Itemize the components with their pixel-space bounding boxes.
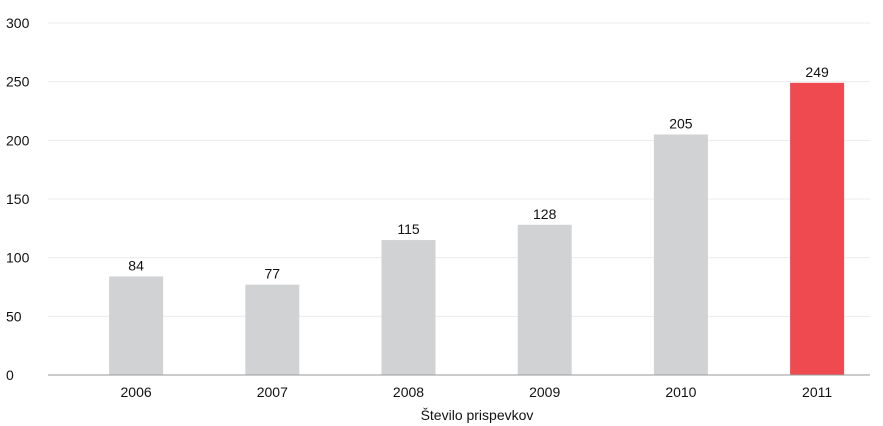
- data-label-2011: 249: [805, 64, 829, 80]
- bar-2011: [790, 82, 845, 375]
- data-labels: 84 77 115 128 205 249: [128, 64, 829, 282]
- data-label-2006: 84: [128, 257, 144, 273]
- bar-2009: [517, 224, 572, 375]
- y-tick-label: 250: [6, 74, 30, 90]
- gridlines: [48, 22, 870, 317]
- y-tick-label: 0: [6, 367, 14, 383]
- bars: [109, 82, 845, 375]
- y-tick-label: 200: [6, 132, 30, 148]
- data-label-2008: 115: [397, 221, 420, 237]
- y-axis-ticks: 0 50 100 150 200 250 300: [6, 15, 30, 383]
- y-tick-label: 50: [6, 308, 22, 324]
- x-tick-label-2009: 2009: [529, 384, 560, 400]
- bar-2010: [653, 134, 708, 375]
- y-tick-label: 300: [6, 15, 30, 31]
- x-axis-title: Število prispevkov: [421, 407, 534, 423]
- x-tick-label-2008: 2008: [393, 384, 424, 400]
- bar-2006: [109, 276, 164, 375]
- x-tick-label-2011: 2011: [802, 384, 832, 400]
- x-tick-label-2006: 2006: [121, 384, 152, 400]
- data-label-2007: 77: [265, 266, 281, 282]
- x-axis-ticks: 2006 2007 2008 2009 2010 2011: [121, 384, 833, 400]
- y-tick-label: 150: [6, 191, 30, 207]
- data-label-2010: 205: [669, 115, 693, 131]
- x-tick-label-2007: 2007: [257, 384, 288, 400]
- x-tick-label-2010: 2010: [665, 384, 696, 400]
- bar-2007: [245, 284, 300, 375]
- y-tick-label: 100: [6, 250, 30, 266]
- data-label-2009: 128: [533, 206, 557, 222]
- bar-2008: [381, 240, 436, 375]
